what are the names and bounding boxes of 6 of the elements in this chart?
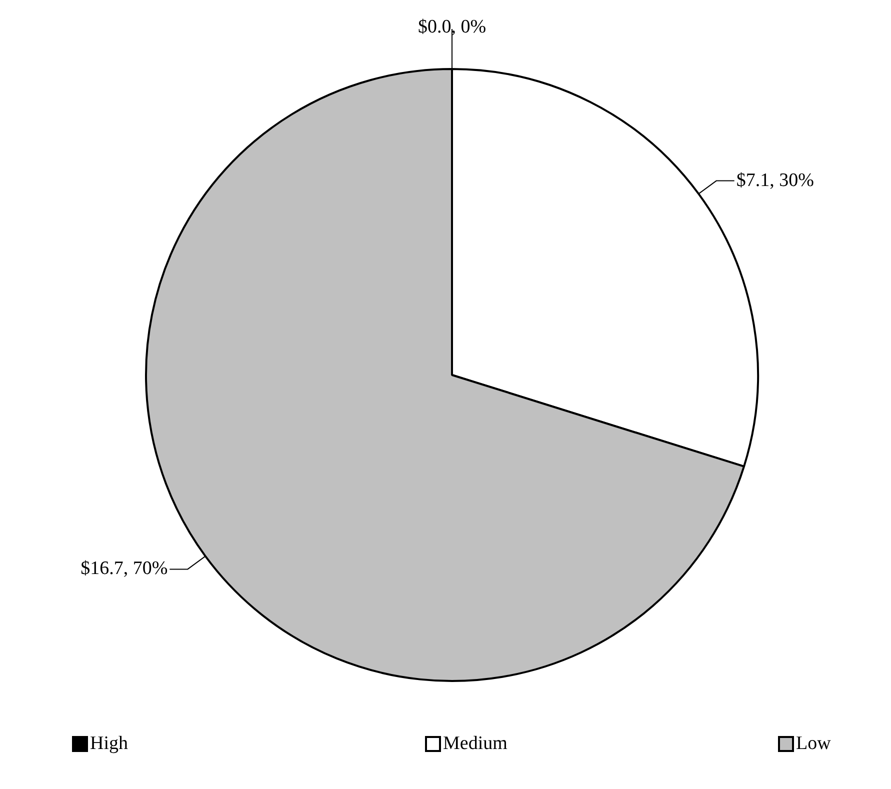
legend-label: Medium bbox=[443, 733, 508, 755]
data-label: $7.1, 30% bbox=[736, 170, 814, 191]
legend-label: Low bbox=[796, 733, 831, 755]
data-label: $16.7, 70% bbox=[80, 558, 168, 580]
legend-label: High bbox=[90, 733, 128, 755]
text: $0.0, 0% bbox=[418, 16, 486, 38]
